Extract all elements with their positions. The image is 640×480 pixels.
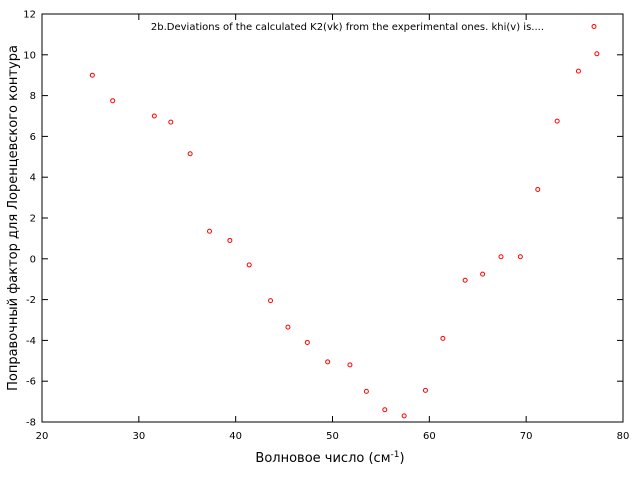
data-point xyxy=(422,387,428,393)
x-tick-label: 50 xyxy=(326,431,339,442)
x-axis-label-sup: -1 xyxy=(391,450,400,460)
data-point xyxy=(304,339,310,345)
data-point xyxy=(347,362,353,368)
data-point xyxy=(89,72,95,78)
data-point xyxy=(325,359,331,365)
data-point xyxy=(227,237,233,243)
data-point xyxy=(382,407,388,413)
x-axis-label: Волновое число (см-1) xyxy=(255,450,404,466)
data-point xyxy=(401,413,407,419)
x-tick-label: 20 xyxy=(36,431,49,442)
data-point xyxy=(207,228,213,234)
data-point xyxy=(554,118,560,124)
data-point xyxy=(187,151,193,157)
data-point xyxy=(575,68,581,74)
legend-label: 2b.Deviations of the calculated K2(vk) f… xyxy=(151,22,544,33)
y-tick-label: 0 xyxy=(30,254,36,265)
y-tick-label: 6 xyxy=(30,132,36,143)
data-point xyxy=(285,324,291,330)
data-point xyxy=(462,277,468,283)
data-point xyxy=(168,119,174,125)
x-tick-label: 30 xyxy=(132,431,145,442)
plot-frame xyxy=(41,13,624,423)
data-point xyxy=(246,262,252,268)
legend: 2b.Deviations of the calculated K2(vk) f… xyxy=(151,22,597,33)
y-tick-label: 4 xyxy=(30,173,36,184)
data-point xyxy=(480,271,486,277)
y-tick-label: -2 xyxy=(26,295,36,306)
y-tick-label: -8 xyxy=(26,418,36,429)
data-point xyxy=(498,254,504,260)
data-point xyxy=(517,254,523,260)
x-axis-label-close: ) xyxy=(399,451,404,466)
y-tick-label: -6 xyxy=(26,377,36,388)
x-tick-label: 60 xyxy=(423,431,436,442)
data-point xyxy=(110,98,116,104)
data-point xyxy=(440,335,446,341)
y-axis-label: Поправочный фактор для Лоренцевского кон… xyxy=(6,45,21,391)
x-tick-label: 40 xyxy=(229,431,242,442)
data-point xyxy=(268,298,274,304)
y-tick-label: -4 xyxy=(26,336,36,347)
x-axis-label-main: Волновое число (см xyxy=(255,451,390,466)
data-point xyxy=(151,113,157,119)
x-tick-label: 80 xyxy=(617,431,630,442)
data-point xyxy=(594,51,600,57)
data-point xyxy=(535,186,541,192)
legend-marker xyxy=(591,24,597,29)
data-point xyxy=(363,388,369,394)
y-tick-label: 2 xyxy=(30,214,36,225)
y-tick-label: 12 xyxy=(23,10,36,21)
y-tick-label: 8 xyxy=(30,91,36,102)
axis-tick-labels: 20 30 40 50 60 70 80 -8 -6 -4 -2 0 2 4 6 8 10 12 xyxy=(23,10,629,443)
x-tick-label: 70 xyxy=(520,431,533,442)
data-points xyxy=(89,51,600,419)
y-tick-label: 10 xyxy=(23,50,36,61)
